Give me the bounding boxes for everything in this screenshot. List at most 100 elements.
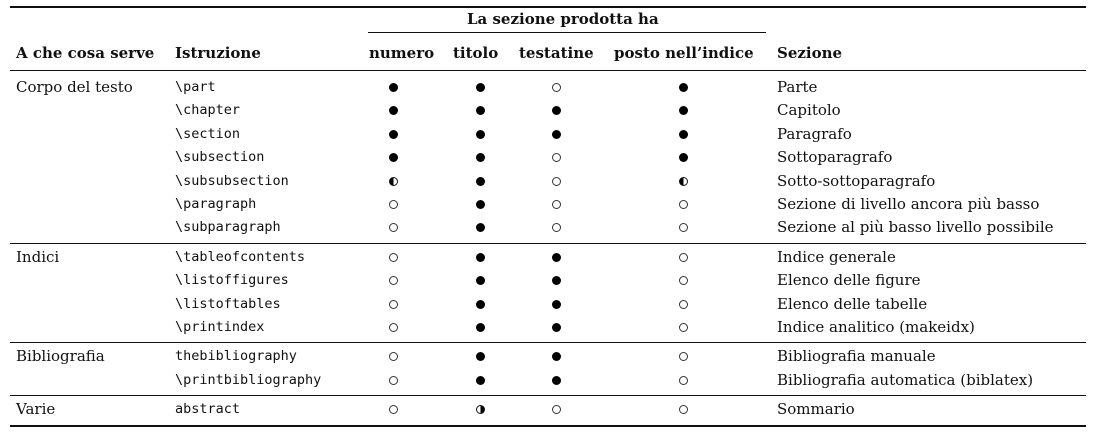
title-mark (475, 83, 485, 92)
section-name-cell: Capitolo (777, 101, 841, 120)
index-mark (678, 200, 688, 209)
group-header: La sezione prodotta ha (467, 10, 659, 28)
header-rule (10, 70, 1086, 71)
headings-mark (551, 299, 561, 309)
headings-mark (551, 323, 561, 332)
index-mark (678, 223, 688, 233)
section-name-cell: Parte (777, 78, 818, 96)
number-mark (388, 106, 398, 116)
title-mark (475, 176, 485, 186)
header-section: Sezione (777, 44, 843, 62)
title-mark (475, 323, 485, 332)
command-cell: \subparagraph (175, 219, 281, 236)
headings-mark (551, 200, 561, 209)
headings-mark (551, 153, 561, 163)
number-mark (388, 323, 398, 332)
number-mark (388, 405, 398, 415)
header-purpose: A che cosa serve (16, 44, 155, 62)
title-mark (475, 405, 485, 415)
command-cell: \paragraph (175, 196, 257, 212)
section-name-cell: Sottoparagrafo (777, 148, 893, 167)
headings-mark (551, 129, 561, 139)
index-mark (678, 153, 688, 163)
group-separator-rule (10, 242, 1086, 244)
headings-mark (551, 352, 561, 362)
title-mark (475, 299, 485, 309)
title-mark (475, 200, 485, 209)
section-name-cell: Elenco delle figure (777, 271, 921, 290)
headings-mark (551, 252, 561, 262)
command-cell: \printindex (175, 319, 265, 335)
section-name-cell: Sotto-sottoparagrafo (777, 171, 936, 190)
top-rule (10, 6, 1086, 8)
section-name-cell: Elenco delle tabelle (777, 294, 928, 313)
section-name-cell: Indice analitico (makeidx) (777, 318, 975, 336)
command-cell: \part (175, 79, 216, 95)
title-mark (475, 223, 485, 233)
title-mark (475, 276, 485, 286)
index-mark (678, 375, 688, 385)
headings-mark (551, 176, 561, 186)
index-mark (678, 405, 688, 415)
number-mark (388, 223, 398, 233)
index-mark (678, 352, 688, 362)
number-mark (388, 153, 398, 163)
index-mark (678, 83, 688, 92)
index-mark (678, 252, 688, 262)
header-title: titolo (453, 44, 499, 62)
header-index: posto nell’indice (614, 44, 754, 62)
command-cell: \subsubsection (175, 172, 289, 189)
index-mark (678, 176, 688, 186)
header-headings: testatine (519, 44, 594, 62)
number-mark (388, 352, 398, 362)
command-cell: \section (175, 125, 241, 142)
index-mark (678, 106, 688, 116)
section-name-cell: Indice generale (777, 247, 896, 266)
section-name-cell: Sezione di livello ancora più basso (777, 195, 1040, 213)
group-label: Corpo del testo (16, 78, 133, 96)
index-mark (678, 299, 688, 309)
headings-mark (551, 405, 561, 415)
bottom-rule (10, 424, 1086, 427)
headings-mark (551, 223, 561, 233)
number-mark (388, 129, 398, 139)
command-cell: \printbibliography (175, 371, 322, 388)
command-cell: thebibliography (175, 348, 297, 365)
section-name-cell: Paragrafo (777, 124, 852, 143)
title-mark (475, 352, 485, 362)
number-mark (388, 200, 398, 209)
group-separator-rule (10, 342, 1086, 344)
index-mark (678, 323, 688, 332)
command-cell: \listoftables (175, 295, 281, 312)
header-number: numero (369, 44, 435, 62)
group-label: Bibliografia (16, 347, 105, 366)
title-mark (475, 375, 485, 385)
number-mark (388, 83, 398, 92)
title-mark (475, 153, 485, 163)
index-mark (678, 276, 688, 286)
headings-mark (551, 276, 561, 286)
headings-mark (551, 83, 561, 92)
command-cell: \subsection (175, 149, 265, 166)
number-mark (388, 276, 398, 286)
group-header-rule (368, 32, 766, 33)
command-cell: abstract (175, 401, 241, 418)
title-mark (475, 252, 485, 262)
section-name-cell: Bibliografia automatica (biblatex) (777, 370, 1034, 389)
group-label: Varie (16, 400, 56, 419)
section-name-cell: Sommario (777, 400, 855, 419)
section-name-cell: Bibliografia manuale (777, 347, 936, 366)
group-separator-rule (10, 395, 1086, 397)
section-name-cell: Sezione al più basso livello possibile (777, 218, 1054, 237)
command-cell: \listoffigures (175, 272, 289, 289)
headings-mark (551, 375, 561, 385)
number-mark (388, 299, 398, 309)
group-label: Indici (16, 247, 60, 266)
command-cell: \chapter (175, 102, 241, 119)
title-mark (475, 106, 485, 116)
command-cell: \tableofcontents (175, 248, 306, 265)
number-mark (388, 252, 398, 262)
sections-table: La sezione prodotta ha A che cosa serve … (10, 0, 1086, 438)
title-mark (475, 129, 485, 139)
number-mark (388, 375, 398, 385)
